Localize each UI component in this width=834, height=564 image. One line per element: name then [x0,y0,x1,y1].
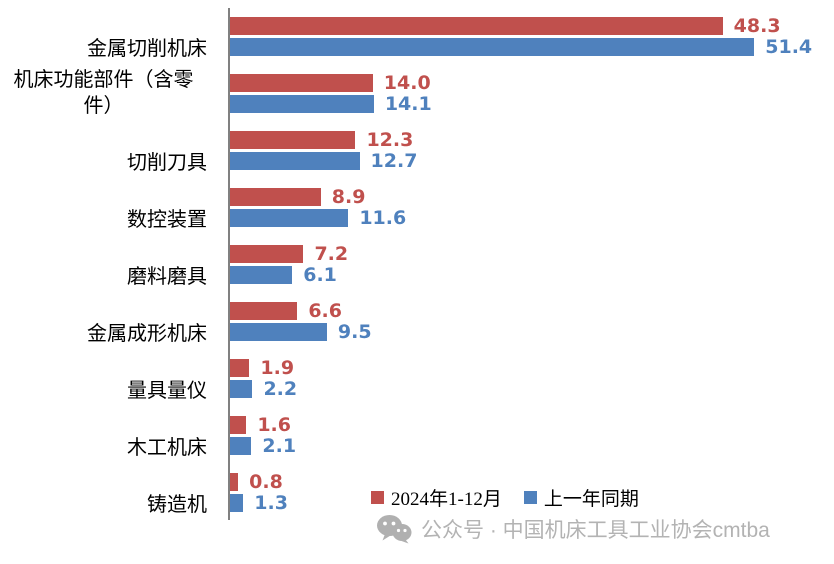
legend-label: 2024年1-12月 [391,489,502,510]
bar-value-label: 7.2 [314,243,349,265]
bar-value-label: 1.9 [260,357,295,379]
category-label: 磨料磨具 [127,265,207,288]
chart-legend: 2024年1-12月 上一年同期 [371,484,639,511]
chart-row: 木工机床 1.6 2.1 [0,407,834,464]
category-label: 木工机床 [127,436,207,459]
chart-row: 数控装置 8.9 11.6 [0,179,834,236]
category-label: 切削刀具 [127,151,207,174]
chart-row: 磨料磨具 7.2 6.1 [0,236,834,293]
chart-row: 切削刀具 12.3 12.7 [0,122,834,179]
legend-swatch-blue [523,491,537,504]
bar-value-label: 12.7 [370,150,418,172]
bar-prev-year [230,95,374,113]
chart-row: 机床功能部件（含零件） 14.0 14.1 [0,65,834,122]
legend-label: 上一年同期 [543,489,639,510]
category-label: 机床功能部件（含零件） [13,68,194,117]
bar-value-label: 8.9 [331,186,366,208]
bar-value-label: 6.6 [308,300,342,322]
bar-2024-period [230,416,247,434]
category-label: 金属成形机床 [87,322,207,345]
category-label: 铸造机 [147,493,207,516]
bar-value-label: 2.1 [262,435,297,457]
bar-value-label: 1.6 [257,414,291,436]
legend-item-prev-year: 上一年同期 [523,484,639,511]
bar-value-label: 11.6 [359,207,407,229]
legend-swatch-red [371,491,384,504]
category-axis-line [228,8,230,520]
bar-prev-year [230,38,755,56]
bar-2024-period [230,131,356,149]
bar-2024-period [230,188,321,206]
bar-chart: 金属切削机床 48.3 51.4 机床功能部件（含零件） 14.0 14.1 切… [0,8,834,521]
watermark: 公众号 · 中国机床工具工业协会cmtba [376,514,770,544]
chart-row: 金属切削机床 48.3 51.4 [0,8,834,65]
legend-item-2024-period: 2024年1-12月 [371,484,502,511]
bar-2024-period [230,245,304,263]
bar-value-label: 9.5 [337,321,372,343]
chart-row: 铸造机 0.8 1.3 [0,464,834,521]
bar-value-label: 48.3 [733,15,781,37]
bar-value-label: 2.2 [263,378,298,400]
category-label: 数控装置 [127,208,207,231]
bar-2024-period [230,74,373,92]
category-label: 量具量仪 [127,379,207,402]
bar-prev-year [230,494,244,512]
bar-2024-period [230,302,298,320]
watermark-text: 公众号 · 中国机床工具工业协会cmtba [421,519,770,542]
bar-prev-year [230,152,360,170]
bar-value-label: 6.1 [303,264,337,286]
bar-2024-period [230,359,250,377]
chart-row: 量具量仪 1.9 2.2 [0,350,834,407]
wechat-icon [377,515,412,544]
bar-value-label: 14.0 [383,72,431,94]
bar-prev-year [230,209,349,227]
bar-value-label: 0.8 [249,471,283,493]
bar-value-label: 1.3 [254,492,288,514]
bar-prev-year [230,323,327,341]
bar-value-label: 14.1 [384,93,432,115]
bar-2024-period [230,17,723,35]
bar-prev-year [230,437,252,455]
bar-prev-year [230,266,293,284]
bar-2024-period [230,473,239,491]
bar-prev-year [230,380,253,398]
bar-value-label: 51.4 [765,36,813,58]
chart-row: 金属成形机床 6.6 9.5 [0,293,834,350]
bar-value-label: 12.3 [366,129,414,151]
category-label: 金属切削机床 [87,37,207,60]
